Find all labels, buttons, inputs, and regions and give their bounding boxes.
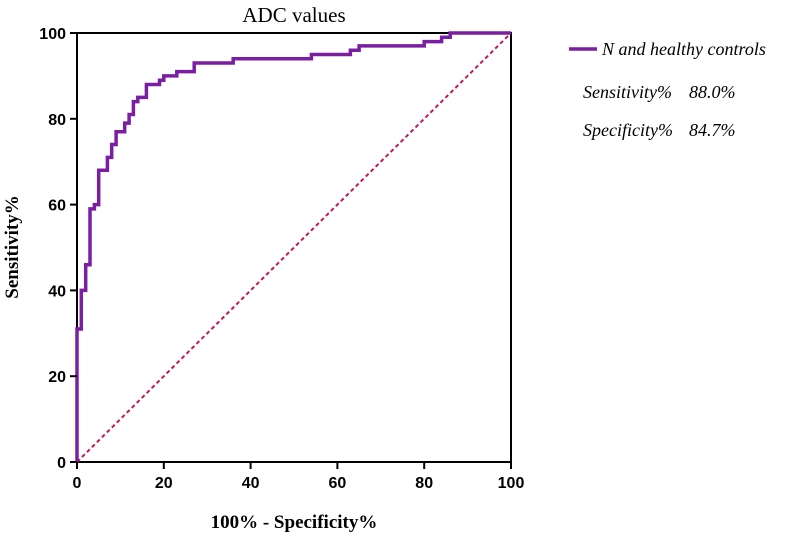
x-tick-label: 60 <box>329 475 347 492</box>
y-axis-label: Sensitivity% <box>2 195 23 298</box>
plot-frame <box>76 32 512 463</box>
y-tick-label: 80 <box>48 112 66 129</box>
sensitivity-label: Sensitivity% <box>583 82 672 102</box>
specificity-value: 84.7% <box>689 120 736 140</box>
reference-diagonal-line <box>76 32 512 463</box>
roc-curve-line <box>75 31 511 462</box>
legend-label: N and healthy controls <box>601 39 766 59</box>
x-tick-label: 40 <box>242 475 260 492</box>
y-axis-ticks: 0 20 40 60 80 100 <box>39 26 77 472</box>
sensitivity-value: 88.0% <box>689 82 736 102</box>
y-tick-label: 40 <box>48 283 66 300</box>
specificity-label: Specificity% <box>583 120 673 140</box>
y-tick-label: 0 <box>57 455 66 472</box>
y-tick-label: 20 <box>48 369 66 386</box>
legend: N and healthy controls <box>569 39 766 59</box>
chart-title: ADC values <box>242 3 345 27</box>
x-axis-label: 100% - Specificity% <box>211 512 378 533</box>
x-axis-ticks: 0 20 40 60 80 100 <box>73 462 525 492</box>
y-tick-label: 100 <box>39 26 66 43</box>
x-tick-label: 100 <box>498 475 525 492</box>
stats-annotations: Sensitivity% 88.0% Specificity% 84.7% <box>583 82 736 140</box>
x-tick-label: 80 <box>415 475 433 492</box>
x-tick-label: 20 <box>155 475 173 492</box>
y-tick-label: 60 <box>48 198 66 215</box>
x-tick-label: 0 <box>73 475 82 492</box>
plot-area: 0 20 40 60 80 100 0 20 40 60 80 100 <box>39 26 524 492</box>
